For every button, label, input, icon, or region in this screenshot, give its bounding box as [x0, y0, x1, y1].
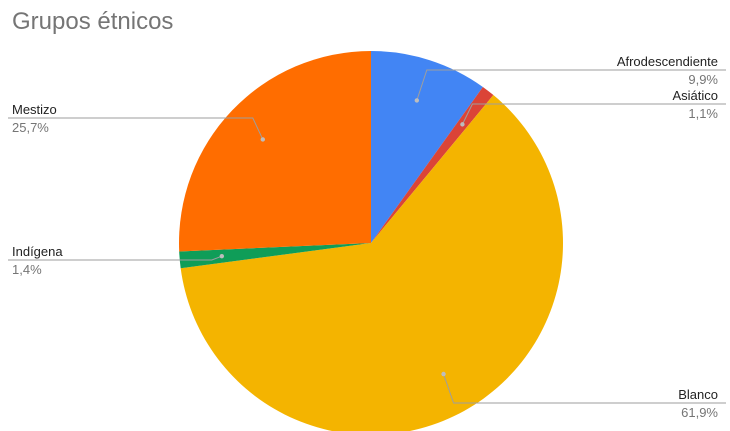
- slice-label-blanco: Blanco: [678, 387, 718, 402]
- leader-line-blanco: [443, 373, 726, 404]
- leader-dot-asiatico: [460, 122, 465, 127]
- leader-line-afrodescendiente: [416, 69, 726, 101]
- leader-line-mestizo: [8, 117, 264, 140]
- leader-dot-afrodescendiente: [414, 98, 420, 103]
- leader-dot-blanco: [441, 371, 446, 377]
- slice-value-asiatico: 1,1%: [688, 106, 718, 121]
- leader-line-indigena: [8, 255, 222, 261]
- slice-label-indigena: Indígena: [12, 244, 63, 259]
- chart-title: Grupos étnicos: [12, 8, 174, 35]
- pie-slice-mestizo: [178, 51, 371, 252]
- leader-dot-mestizo: [260, 137, 266, 142]
- leader-line-asiatico: [461, 103, 726, 125]
- slice-labels: Afrodescendiente 9,9%Asiático 1,1% Blanco 61…: [12, 54, 718, 420]
- slice-value-mestizo: 25,7%: [12, 120, 49, 135]
- leader-dot-indigena: [219, 253, 225, 259]
- slice-value-blanco: 61,9%: [681, 405, 718, 420]
- slice-label-mestizo: Mestizo: [12, 102, 57, 117]
- pie-slice-blanco: [180, 95, 563, 431]
- slice-value-afrodescendiente: 9,9%: [688, 72, 718, 87]
- slice-value-indigena: 1,4%: [12, 262, 42, 277]
- pie-slice-afrodescendiente: [371, 51, 483, 243]
- slice-label-asiatico: Asiático: [672, 88, 718, 103]
- pie-slice-indigena: [179, 243, 371, 269]
- slice-label-afrodescendiente: Afrodescendiente: [617, 54, 718, 69]
- leader-lines: [8, 69, 726, 404]
- pie-slices: [178, 51, 563, 431]
